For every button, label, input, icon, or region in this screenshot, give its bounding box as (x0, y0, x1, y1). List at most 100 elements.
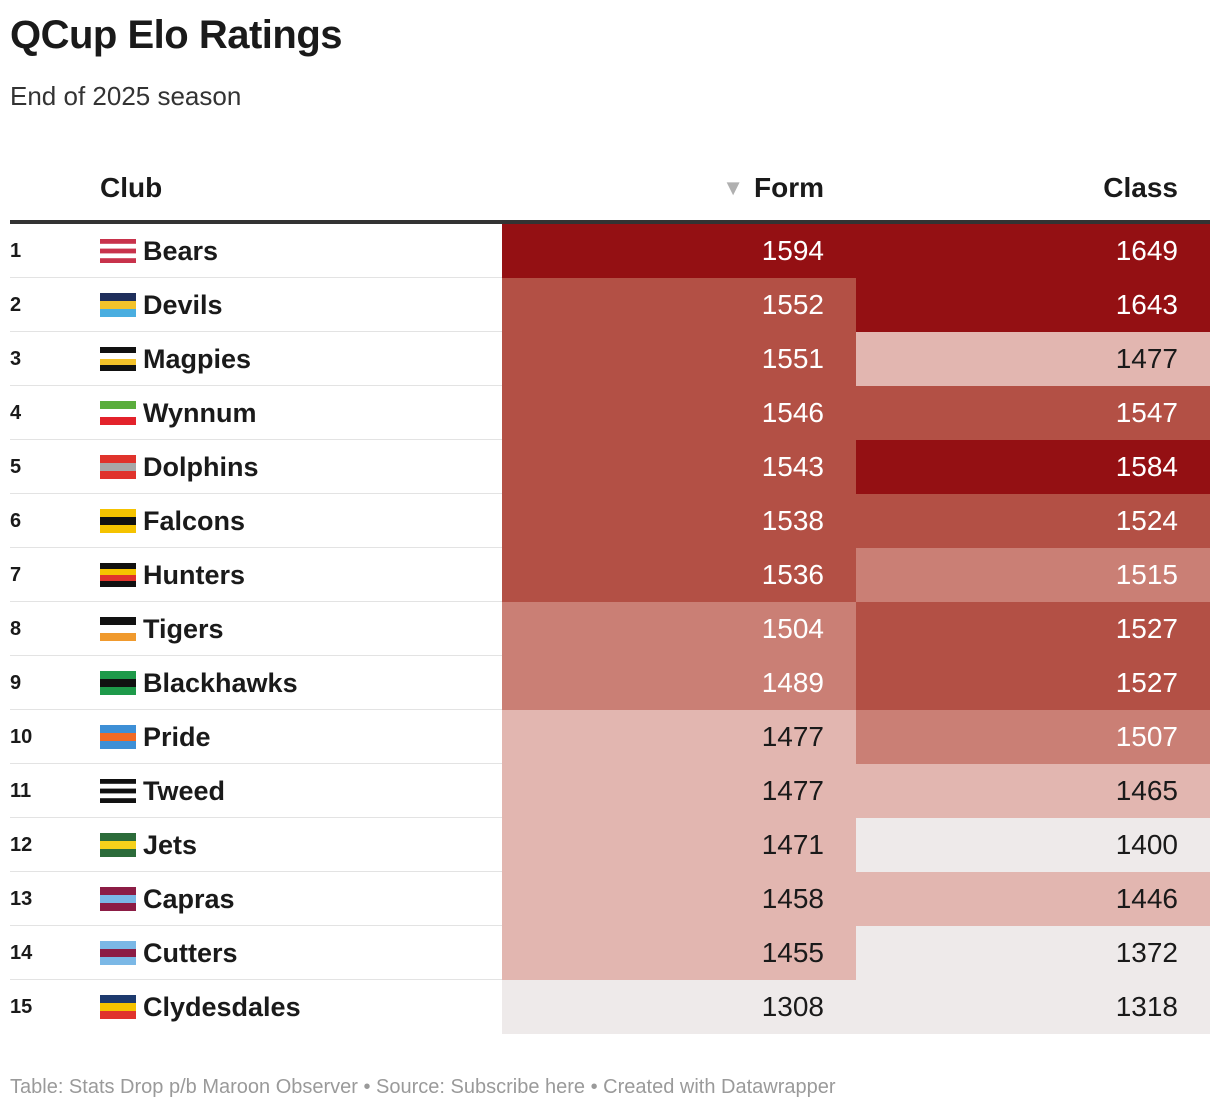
club-flag-icon (100, 563, 136, 587)
form-value-cell: 1594 (502, 224, 856, 278)
rank-number: 3 (10, 348, 22, 370)
flag-stripe (100, 563, 136, 570)
club-flag-icon (100, 779, 136, 803)
club-name: Capras (143, 884, 235, 914)
column-header-club[interactable]: Club (100, 172, 163, 203)
class-value-cell: 1643 (856, 278, 1210, 332)
class-value-cell: 1465 (856, 764, 1210, 818)
flag-stripe (100, 293, 136, 302)
club-cell: Pride (100, 710, 211, 764)
club-name: Clydesdales (143, 992, 301, 1022)
club-name: Falcons (143, 506, 246, 536)
flag-stripe (100, 581, 136, 587)
rank-number: 4 (10, 402, 22, 424)
club-name: Tigers (143, 614, 224, 644)
club-cell: Clydesdales (100, 980, 301, 1034)
flag-stripe (100, 841, 136, 850)
form-value-cell: 1552 (502, 278, 856, 332)
form-value-cell: 1458 (502, 872, 856, 926)
club-name: Blackhawks (143, 668, 298, 698)
flag-stripe (100, 258, 136, 263)
club-flag-icon (100, 455, 136, 479)
flag-stripe (100, 633, 136, 641)
flag-stripe (100, 417, 136, 425)
column-header-class[interactable]: Class (1103, 172, 1178, 203)
club-cell: Wynnum (100, 386, 257, 440)
club-cell: Tweed (100, 764, 225, 818)
flag-stripe (100, 569, 136, 576)
flag-stripe (100, 783, 136, 789)
table-row: 3 Magpies 1551 1477 (10, 332, 1210, 386)
club-cell: Cutters (100, 926, 238, 980)
rank-number: 5 (10, 456, 22, 478)
form-value-cell: 1543 (502, 440, 856, 494)
flag-stripe (100, 365, 136, 371)
column-header-form[interactable]: ▼ Form (502, 170, 824, 206)
table-row: 11 Tweed 1477 1465 (10, 764, 1210, 818)
club-flag-icon (100, 887, 136, 911)
club-name: Devils (143, 290, 223, 320)
club-cell: Dolphins (100, 440, 259, 494)
flag-stripe (100, 1011, 136, 1019)
club-cell: Bears (100, 224, 218, 278)
class-value-cell: 1507 (856, 710, 1210, 764)
flag-stripe (100, 687, 136, 695)
form-value-cell: 1455 (502, 926, 856, 980)
club-flag-icon (100, 293, 136, 317)
form-value-cell: 1477 (502, 710, 856, 764)
table-row: 2 Devils 1552 1643 (10, 278, 1210, 332)
club-name: Tweed (143, 776, 226, 806)
club-cell: Blackhawks (100, 656, 298, 710)
club-flag-icon (100, 941, 136, 965)
club-name: Dolphins (143, 452, 259, 482)
flag-stripe (100, 957, 136, 965)
table-body: 1 Bears 1594 1649 2 Devils 1552 1643 3 Magpies 155… (10, 224, 1210, 1034)
club-flag-icon (100, 347, 136, 371)
table-row: 9 Blackhawks 1489 1527 (10, 656, 1210, 710)
rank-number: 11 (10, 780, 32, 802)
flag-stripe (100, 401, 136, 410)
club-cell: Falcons (100, 494, 245, 548)
flag-stripe (100, 949, 136, 958)
flag-stripe (100, 455, 136, 464)
club-flag-icon (100, 671, 136, 695)
rank-number: 13 (10, 888, 33, 910)
rank-number: 9 (10, 672, 22, 694)
class-value-cell: 1547 (856, 386, 1210, 440)
flag-stripe (100, 517, 136, 526)
flag-stripe (100, 995, 136, 1004)
flag-stripe (100, 798, 136, 803)
class-value-cell: 1524 (856, 494, 1210, 548)
club-name: Cutters (143, 938, 238, 968)
flag-stripe (100, 509, 136, 518)
table-row: 1 Bears 1594 1649 (10, 224, 1210, 278)
form-value-cell: 1538 (502, 494, 856, 548)
club-cell: Capras (100, 872, 235, 926)
club-flag-icon (100, 725, 136, 749)
flag-stripe (100, 793, 136, 799)
club-cell: Magpies (100, 332, 251, 386)
form-value-cell: 1504 (502, 602, 856, 656)
page-title: QCup Elo Ratings (10, 13, 343, 57)
flag-stripe (100, 671, 136, 680)
flag-stripe (100, 239, 136, 245)
club-name: Bears (143, 236, 219, 266)
flag-stripe (100, 253, 136, 259)
table-row: 15 Clydesdales 1308 1318 (10, 980, 1210, 1034)
class-value-cell: 1584 (856, 440, 1210, 494)
flag-stripe (100, 248, 136, 254)
flag-stripe (100, 463, 136, 472)
club-name: Jets (143, 830, 198, 860)
club-name: Pride (143, 722, 211, 752)
flag-stripe (100, 741, 136, 749)
club-flag-icon (100, 617, 136, 641)
flag-stripe (100, 895, 136, 904)
rank-number: 7 (10, 564, 22, 586)
table-row: 4 Wynnum 1546 1547 (10, 386, 1210, 440)
form-value-cell: 1308 (502, 980, 856, 1034)
club-name: Wynnum (143, 398, 257, 428)
flag-stripe (100, 575, 136, 582)
club-cell: Jets (100, 818, 197, 872)
sort-descending-icon: ▼ (722, 175, 744, 200)
table-row: 5 Dolphins 1543 1584 (10, 440, 1210, 494)
